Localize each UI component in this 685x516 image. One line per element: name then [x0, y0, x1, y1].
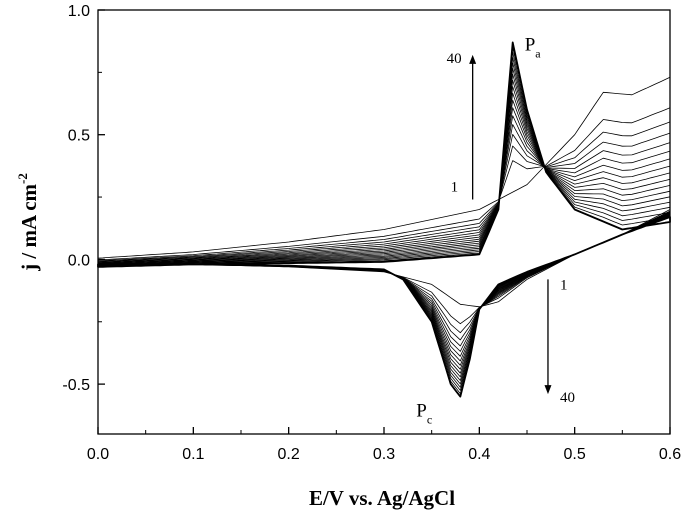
cycle-curve-8: [97, 99, 671, 362]
cycle-curve-7: [97, 107, 671, 357]
cycle-curve-1: [97, 76, 671, 308]
axis-ticks: 0.0 0.1 0.2 0.3 0.4 0.5 0.6 1.0 0.5 0.0 -0.5: [62, 3, 681, 463]
y-axis-title-group: j / mA cm-2: [15, 173, 41, 272]
y-axis-title: j / mA cm-2: [15, 173, 41, 272]
plot-frame: [97, 9, 671, 435]
cycle-curve-18: [97, 41, 671, 398]
y-axis-title-text: j / mA cm: [17, 183, 41, 271]
cycle-curve-2: [97, 107, 671, 325]
cathodic-peak-label: Pc: [416, 401, 432, 427]
annotations: 1 40 1 40 Pa Pc: [416, 34, 575, 426]
x-axis-title: E/V vs. Ag/AgCl: [309, 486, 455, 510]
cathodic-arrow-start-label: 1: [560, 277, 568, 293]
x-tick-label-1: 0.1: [182, 446, 204, 463]
anodic-arrow-end-label: 40: [447, 51, 462, 67]
anodic-peak-letter: P: [525, 34, 536, 55]
anodic-peak-label: Pa: [525, 34, 542, 60]
cathodic-peak-letter: P: [416, 401, 427, 422]
cathodic-arrow-end-label: 40: [560, 390, 575, 406]
cycle-curve-12: [97, 73, 671, 378]
y-tick-label-2: 0.0: [68, 252, 90, 269]
cycle-curve-14: [97, 62, 671, 385]
y-tick-label-0: 1.0: [68, 3, 90, 20]
cycle-curve-17: [97, 46, 671, 394]
x-tick-label-4: 0.4: [468, 446, 490, 463]
x-tick-label-0: 0.0: [87, 446, 109, 463]
cathodic-arrow-head: [544, 385, 552, 395]
x-tick-label-6: 0.6: [659, 446, 681, 463]
cycle-curve-15: [97, 57, 671, 388]
cycle-curve-16: [97, 52, 671, 391]
series-curves: [97, 41, 671, 398]
x-tick-label-5: 0.5: [564, 446, 586, 463]
x-tick-label-2: 0.2: [278, 446, 300, 463]
anodic-peak-subscript: a: [535, 46, 541, 60]
y-tick-label-3: -0.5: [62, 377, 90, 394]
cycle-curve-11: [97, 79, 671, 374]
cycle-curve-5: [97, 124, 671, 347]
cycle-curve-10: [97, 86, 671, 370]
cycle-curve-13: [97, 68, 671, 381]
cycle-curve-3: [97, 121, 671, 334]
anodic-arrow-head: [469, 54, 477, 64]
anodic-arrow-start-label: 1: [451, 180, 459, 196]
y-tick-label-1: 0.5: [68, 128, 90, 145]
x-tick-label-3: 0.3: [373, 446, 395, 463]
cycle-curve-6: [97, 115, 671, 352]
y-axis-title-superscript: -2: [15, 173, 30, 184]
cathodic-peak-subscript: c: [427, 413, 432, 427]
